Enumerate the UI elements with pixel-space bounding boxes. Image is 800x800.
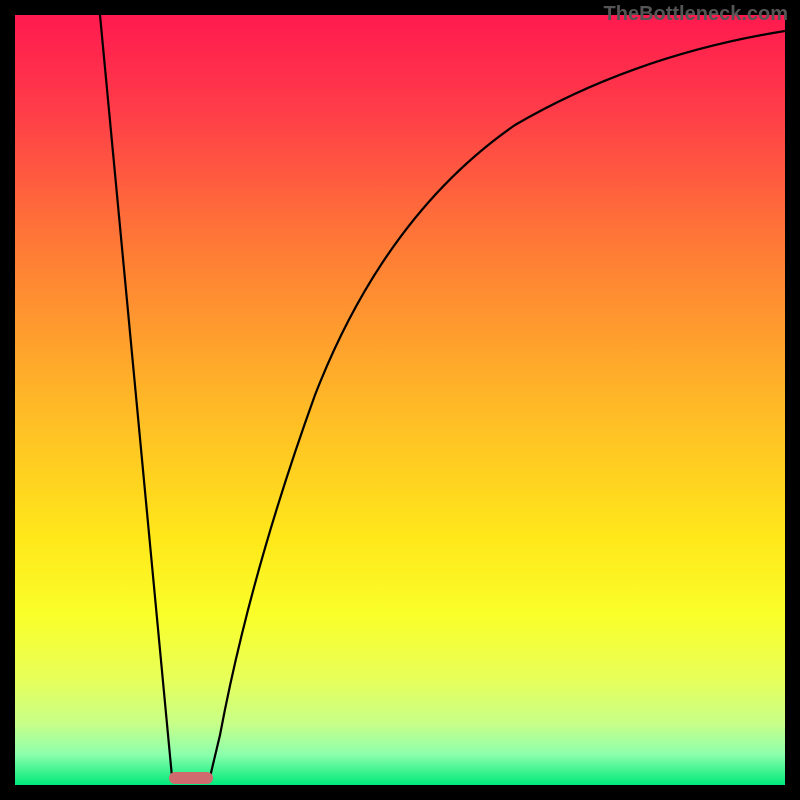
bottleneck-marker xyxy=(169,772,213,784)
chart-area xyxy=(15,15,785,785)
watermark-text: TheBottleneck.com xyxy=(604,3,788,26)
left-descending-line xyxy=(100,15,172,777)
right-rising-curve xyxy=(210,31,785,777)
chart-curves xyxy=(15,15,785,785)
